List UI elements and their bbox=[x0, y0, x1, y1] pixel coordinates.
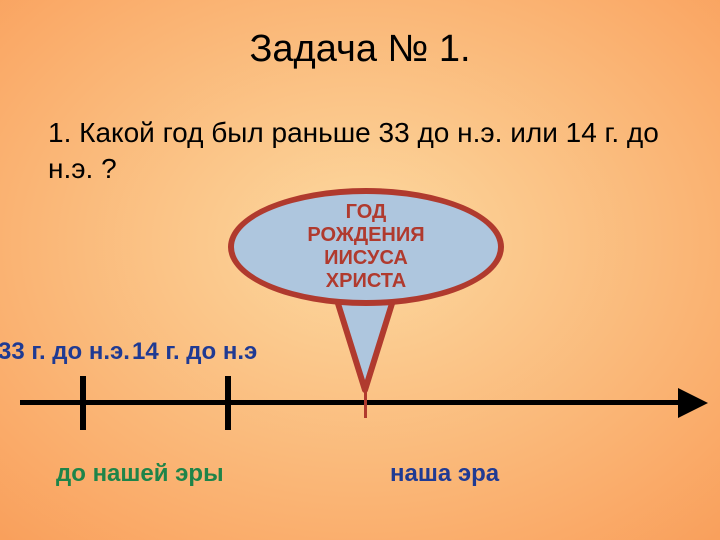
tick-33bc bbox=[80, 376, 86, 430]
question-text: 1. Какой год был раньше 33 до н.э. или 1… bbox=[48, 115, 668, 188]
tick-14bc bbox=[225, 376, 231, 430]
callout-bubble: ГОД РОЖДЕНИЯ ИИСУСА ХРИСТА bbox=[228, 188, 504, 306]
era-ad-label: наша эра bbox=[390, 460, 499, 488]
slide: Задача № 1. 1. Какой год был раньше 33 д… bbox=[0, 0, 720, 540]
label-33bc: 33 г. до н.э. bbox=[0, 338, 130, 366]
callout-tail bbox=[335, 294, 395, 394]
timeline-arrowhead bbox=[678, 388, 708, 418]
callout-text: ГОД РОЖДЕНИЯ ИИСУСА ХРИСТА bbox=[307, 201, 424, 293]
label-14bc: 14 г. до н.э bbox=[132, 338, 257, 366]
era-bc-label: до нашей эры bbox=[56, 460, 224, 488]
timeline-axis bbox=[20, 400, 680, 405]
slide-title: Задача № 1. bbox=[0, 28, 720, 71]
